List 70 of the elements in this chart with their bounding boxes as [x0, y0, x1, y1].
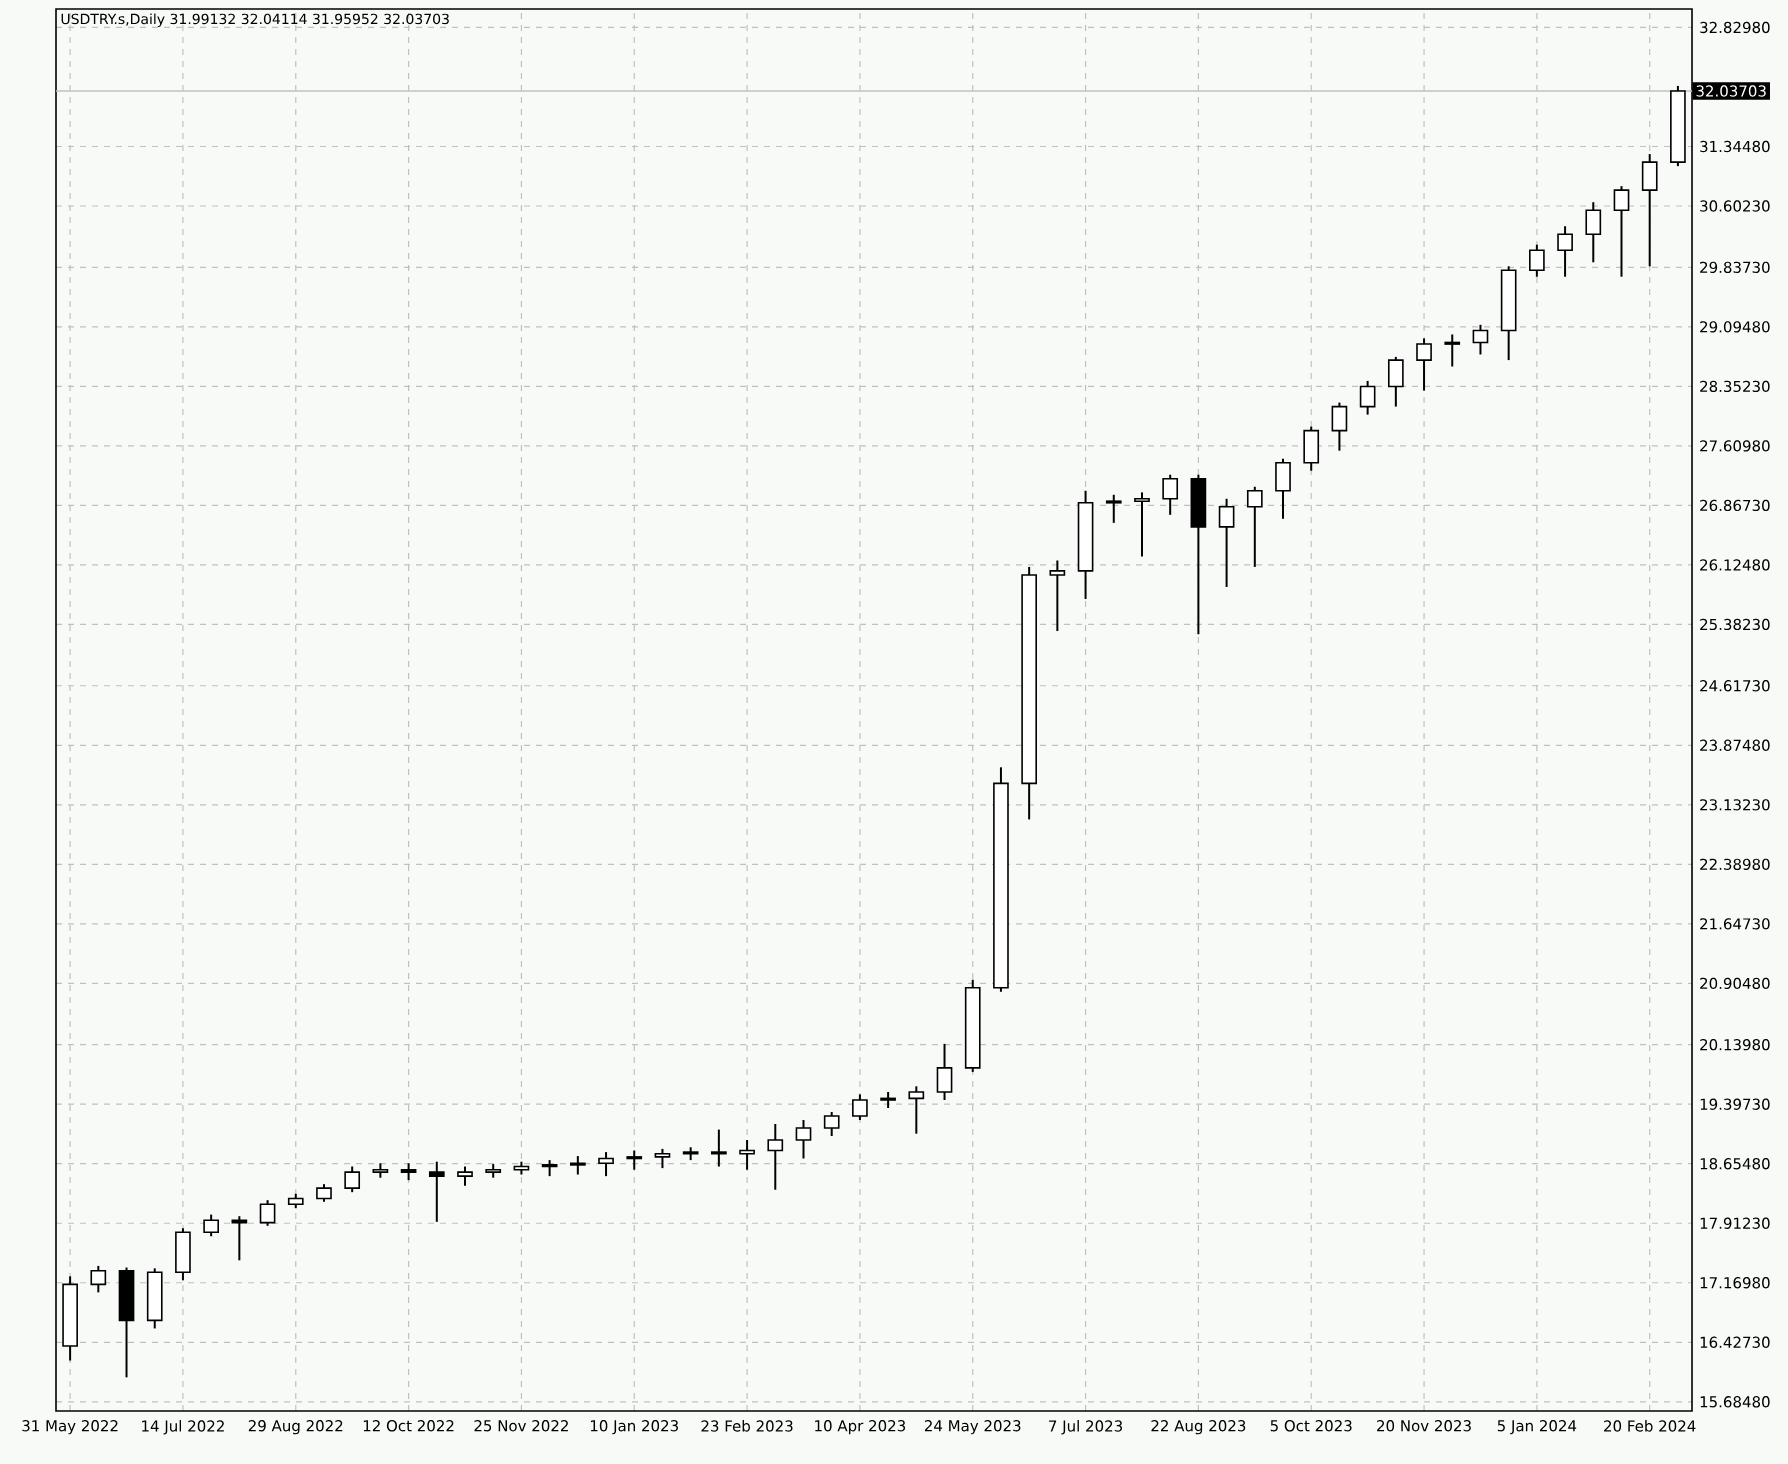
candlestick — [1162, 473, 1179, 516]
candlestick — [90, 1264, 107, 1294]
y-tick-label: 17.16980 — [1700, 1277, 1770, 1289]
x-tick-label: 24 May 2023 — [924, 1420, 1021, 1435]
y-tick-label: 29.83730 — [1700, 261, 1770, 274]
x-tick-label: 29 Aug 2022 — [248, 1420, 343, 1435]
candlestick — [654, 1147, 671, 1170]
y-tick-label: 31.34480 — [1700, 140, 1770, 153]
y-tick-label: 17.91230 — [1700, 1217, 1770, 1229]
x-tick-label: 14 Jul 2022 — [142, 1420, 224, 1435]
y-tick-label: 20.13980 — [1700, 1039, 1770, 1051]
x-tick-label: 10 Jan 2023 — [590, 1420, 678, 1435]
x-tick-label: 5 Jan 2024 — [1497, 1420, 1577, 1435]
candlestick — [1134, 491, 1150, 558]
candlestick — [823, 1111, 840, 1138]
candlestick — [1529, 243, 1545, 278]
candlestick — [908, 1085, 925, 1135]
y-tick-label: 19.39730 — [1700, 1098, 1770, 1110]
candlestick — [569, 1155, 586, 1176]
x-tick-label: 10 Apr 2023 — [815, 1420, 906, 1435]
candlestick — [1246, 485, 1263, 568]
y-tick-label: 20.90480 — [1700, 977, 1770, 990]
x-tick-label: 20 Nov 2023 — [1377, 1420, 1471, 1432]
candlestick — [344, 1165, 361, 1194]
x-tick-label: 31 May 2022 — [22, 1420, 118, 1435]
chart-title: USDTRY.s,Daily 31.99132 32.04114 31.95952 32.03703 — [61, 13, 449, 27]
candlestick — [626, 1149, 643, 1171]
candlestick — [1613, 185, 1630, 278]
x-tick-label: 12 Oct 2022 — [363, 1420, 454, 1432]
candlestick — [259, 1199, 276, 1227]
candlestick — [711, 1128, 727, 1168]
candlestick — [231, 1215, 248, 1262]
candlestick — [1416, 337, 1432, 392]
y-tick-label: 15.68480 — [1700, 1396, 1770, 1408]
y-tick-label: 22.38980 — [1700, 858, 1770, 870]
y-tick-label: 27.60980 — [1700, 440, 1770, 452]
x-tick-label: 5 Oct 2023 — [1270, 1420, 1352, 1432]
candlestick — [598, 1151, 614, 1178]
y-tick-label: 21.64730 — [1700, 918, 1770, 930]
candlestick — [1444, 333, 1461, 368]
candlestick — [795, 1119, 812, 1160]
y-tick-label: 25.38230 — [1700, 618, 1770, 631]
ref-line-label: 32.03703 — [1696, 85, 1766, 97]
y-tick-label: 16.42730 — [1700, 1336, 1770, 1348]
x-tick-label: 23 Feb 2023 — [701, 1420, 793, 1432]
y-tick-label: 24.61730 — [1700, 680, 1770, 692]
x-tick-label: 7 Jul 2023 — [1049, 1420, 1123, 1435]
candlestick — [1218, 497, 1235, 588]
candlestick — [767, 1123, 784, 1191]
candlestick — [203, 1213, 219, 1238]
candlestick — [852, 1093, 868, 1122]
y-tick-label: 28.35230 — [1700, 380, 1770, 393]
candlestick — [1049, 559, 1066, 633]
candlestick — [1359, 379, 1376, 416]
y-tick-label: 26.12480 — [1700, 559, 1770, 571]
y-tick-label: 23.13230 — [1700, 799, 1770, 811]
y-tick-label: 32.82980 — [1700, 21, 1770, 34]
candlestick — [1472, 323, 1489, 356]
candlestick — [457, 1165, 473, 1187]
y-tick-label: 30.60230 — [1700, 200, 1770, 212]
candlestick — [428, 1160, 445, 1223]
x-tick-label: 22 Aug 2023 — [1151, 1420, 1246, 1435]
y-tick-label: 18.65480 — [1700, 1158, 1770, 1170]
x-tick-label: 20 Feb 2024 — [1604, 1420, 1696, 1432]
y-tick-label: 26.86730 — [1700, 499, 1770, 512]
y-tick-label: 23.87480 — [1700, 739, 1770, 751]
x-tick-label: 25 Nov 2022 — [474, 1420, 568, 1432]
y-tick-label: 29.09480 — [1700, 321, 1770, 333]
candlestick — [1105, 493, 1122, 524]
candlestick — [1557, 225, 1573, 278]
